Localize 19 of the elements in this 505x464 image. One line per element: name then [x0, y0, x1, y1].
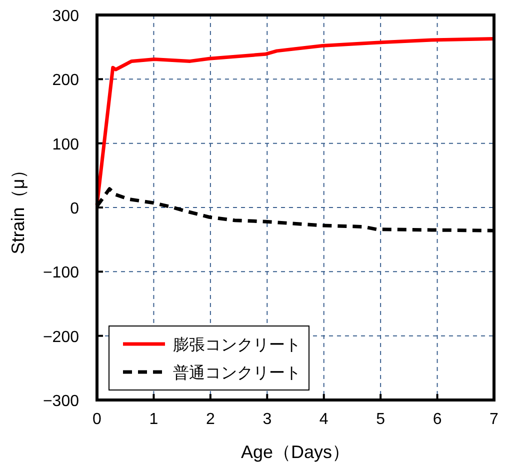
x-tick-label: 6	[432, 411, 442, 428]
x-tick-label: 2	[206, 411, 215, 428]
y-tick-label: 200	[52, 72, 80, 90]
legend-label: 膨張コンクリート	[173, 336, 301, 354]
x-tick-label: 7	[490, 411, 499, 428]
y-tick-label: 0	[70, 200, 80, 218]
y-tick-label: 300	[52, 8, 80, 25]
y-tick-label: −300	[42, 393, 80, 410]
x-axis-title: Age（Days）	[240, 442, 350, 462]
legend-label: 普通コンクリート	[173, 364, 301, 382]
x-tick-label: 4	[319, 411, 328, 428]
y-tick-label: −200	[42, 328, 80, 346]
y-tick-label: 100	[52, 136, 80, 154]
x-tick-label: 1	[149, 411, 158, 428]
x-tick-label: 5	[376, 411, 386, 428]
y-tick-label: −100	[42, 264, 80, 282]
x-tick-label: 0	[92, 411, 102, 428]
y-axis-title: Strain（μ）	[8, 160, 28, 254]
x-tick-label: 3	[262, 411, 272, 428]
